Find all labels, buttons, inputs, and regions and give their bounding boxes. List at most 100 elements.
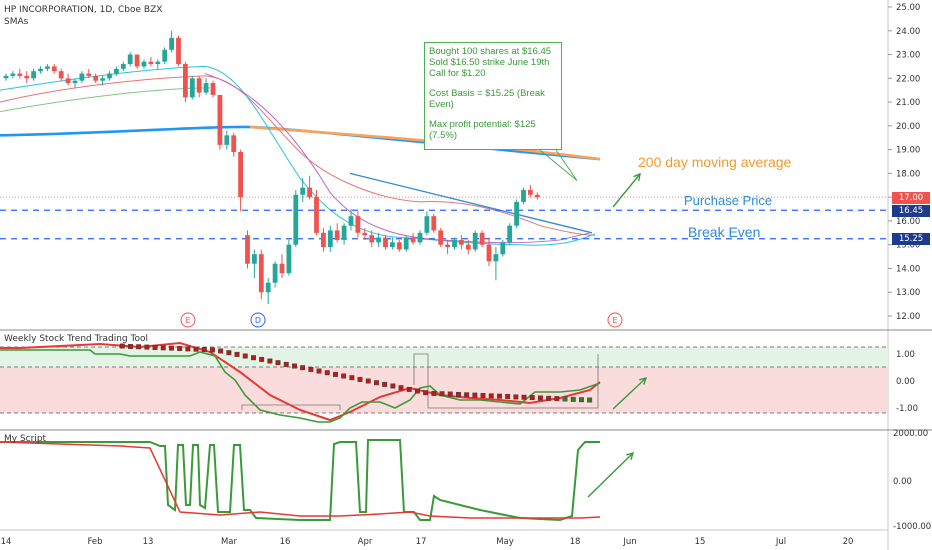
price-tick-label: 19.00 bbox=[896, 146, 920, 156]
candle-body bbox=[376, 237, 381, 243]
candle-body bbox=[203, 83, 209, 93]
time-tick-label: 13 bbox=[143, 537, 154, 547]
candle-body bbox=[155, 61, 161, 65]
trend-dot bbox=[415, 388, 420, 394]
arrow-shaft bbox=[587, 452, 634, 498]
candle-body bbox=[65, 78, 71, 84]
candle-body bbox=[100, 78, 105, 81]
candle-body bbox=[10, 73, 16, 76]
trend-dot bbox=[439, 391, 445, 397]
trend-dot bbox=[382, 381, 388, 387]
price-tick-label: 25.00 bbox=[896, 3, 920, 13]
trend-dot bbox=[144, 344, 150, 350]
trend-dot bbox=[283, 361, 289, 367]
candle-body bbox=[424, 216, 430, 233]
note-line-3: Max profit potential: $125 (7.5%) bbox=[429, 119, 536, 141]
event-marker-circle bbox=[607, 312, 623, 328]
script-tick-label: 0.00 bbox=[893, 477, 912, 487]
candle-body bbox=[93, 75, 99, 81]
price-axis: 25.00 24.00 23.00 22.00 21.00 20.00 19.00 18.00… bbox=[888, 3, 920, 322]
candle-body bbox=[58, 71, 64, 79]
candle-body bbox=[51, 66, 57, 72]
script-green-line bbox=[0, 439, 600, 522]
trend-dot bbox=[275, 360, 281, 366]
resistance-trendline bbox=[349, 172, 593, 234]
trend-dot bbox=[259, 356, 265, 362]
candle-body bbox=[272, 263, 278, 283]
candles[interactable] bbox=[3, 30, 540, 305]
trend-bull-zone[interactable] bbox=[0, 347, 888, 367]
ma200-label: 200 day moving average bbox=[638, 154, 792, 170]
trade-note-callout[interactable]: Bought 100 shares at $16.45 Sold $16.50 … bbox=[424, 42, 562, 150]
script-tick-label: -1000.00 bbox=[893, 522, 931, 532]
arrow-head bbox=[633, 172, 641, 182]
candle-body bbox=[314, 197, 319, 233]
price-tick-label: 23.00 bbox=[896, 51, 920, 61]
candle-body bbox=[500, 242, 506, 255]
price-tick-label: 22.00 bbox=[896, 74, 920, 84]
candle-body bbox=[196, 78, 202, 93]
indicator-name[interactable]: SMAs bbox=[4, 17, 29, 27]
trend-dot bbox=[324, 370, 330, 376]
chart-symbol-title[interactable]: HP INCORPORATION, 1D, Cboe BZX bbox=[4, 5, 163, 15]
candle-body bbox=[300, 187, 306, 195]
trend-box-outline bbox=[241, 353, 599, 410]
candle-body bbox=[279, 263, 285, 274]
script-pane-title[interactable]: My Script bbox=[4, 434, 47, 444]
candle-body bbox=[514, 201, 519, 226]
event-marker-label: E bbox=[612, 316, 617, 325]
arrow-head bbox=[626, 451, 635, 460]
candle-body bbox=[79, 73, 85, 81]
candle-body bbox=[134, 54, 140, 67]
candle-body bbox=[238, 151, 243, 198]
candle-body bbox=[210, 83, 216, 95]
trend-dot bbox=[521, 394, 527, 400]
trend-pane-title[interactable]: Weekly Stock Trend Trading Tool bbox=[4, 334, 148, 344]
trend-dot bbox=[127, 343, 133, 349]
sma-green-line bbox=[0, 87, 211, 113]
arrow-head bbox=[639, 377, 648, 385]
trend-dot bbox=[341, 373, 347, 379]
trend-indicator[interactable]: 1.00 0.00 -1.00 bbox=[0, 341, 918, 423]
purchase-price-badge: 16.45 bbox=[892, 205, 930, 217]
candle-body bbox=[286, 244, 292, 274]
trend-dot bbox=[201, 347, 207, 353]
event-marker-circle bbox=[250, 312, 266, 328]
trend-dot bbox=[447, 391, 453, 397]
trend-bear-zone[interactable] bbox=[0, 367, 888, 413]
trend-dot bbox=[529, 395, 535, 401]
trend-dot bbox=[398, 385, 404, 391]
price-tick-label: 12.00 bbox=[896, 312, 920, 322]
candle-body bbox=[31, 71, 36, 79]
arrow-shaft bbox=[612, 377, 647, 410]
trend-tick-label: 0.00 bbox=[896, 377, 915, 387]
trend-dot bbox=[300, 365, 306, 371]
last-price-badge: 17.00 bbox=[892, 192, 930, 204]
candle-body bbox=[162, 49, 168, 62]
time-tick-label: Feb bbox=[87, 537, 102, 547]
time-tick-label: 20 bbox=[843, 537, 854, 547]
candle-body bbox=[252, 254, 257, 264]
candle-body bbox=[321, 232, 326, 248]
trend-dot bbox=[390, 383, 396, 389]
trend-red-line bbox=[0, 341, 601, 422]
candle-body bbox=[459, 239, 464, 245]
price-tick-label: 20.00 bbox=[896, 122, 920, 132]
trend-tick-label: 1.00 bbox=[896, 350, 915, 360]
trend-dot bbox=[193, 346, 199, 352]
event-marker-label: E bbox=[185, 316, 190, 325]
break-even-label: Break Even bbox=[688, 224, 761, 240]
trend-green-line bbox=[0, 349, 601, 423]
trend-dot bbox=[292, 363, 297, 369]
price-tick-label: 21.00 bbox=[896, 98, 920, 108]
my-script-indicator[interactable]: 2000.00 0.00 -1000.00 bbox=[0, 429, 931, 532]
time-tick-label: Mar bbox=[221, 537, 238, 547]
trend-dot bbox=[185, 346, 191, 352]
price-tick-label: 15.00 bbox=[896, 241, 920, 251]
price-tick-label: 14.00 bbox=[896, 264, 920, 274]
trend-dot bbox=[365, 378, 371, 384]
trend-dot bbox=[218, 348, 224, 354]
time-tick-label: 17 bbox=[416, 537, 427, 547]
